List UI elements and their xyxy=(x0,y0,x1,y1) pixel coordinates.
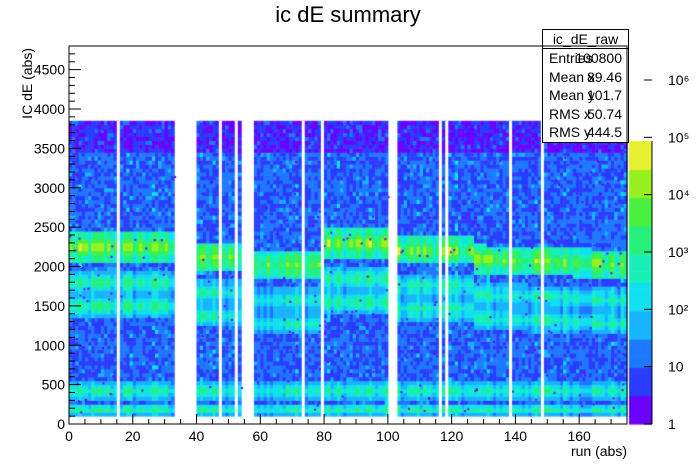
stats-row-rms-x: RMS x 50.74 xyxy=(543,105,628,124)
stats-value: 100800 xyxy=(575,50,622,66)
stats-row-rms-y: RMS y 444.5 xyxy=(543,123,628,142)
stats-label: RMS x xyxy=(549,105,591,122)
stats-value: 89.46 xyxy=(586,68,622,85)
stats-label: RMS y xyxy=(549,124,591,141)
stats-row-mean-x: Mean x 89.46 xyxy=(543,68,628,87)
stats-value: 101.7 xyxy=(586,87,622,104)
stats-row-mean-y: Mean y 101.7 xyxy=(543,86,628,105)
stats-row-entries: Entries 100800 xyxy=(543,49,628,68)
stats-name: ic_dE_raw xyxy=(543,30,628,49)
stats-value: 50.74 xyxy=(586,105,622,122)
stats-box: ic_dE_raw Entries 100800 Mean x 89.46 Me… xyxy=(542,29,629,143)
stats-value: 444.5 xyxy=(586,124,622,141)
chart-title: ic dE summary xyxy=(275,2,421,27)
